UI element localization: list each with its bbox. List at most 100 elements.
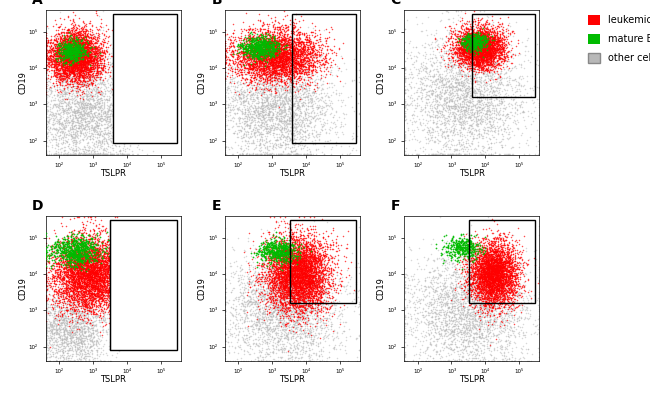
Point xyxy=(316,96,326,103)
Point xyxy=(289,100,300,107)
Point xyxy=(322,50,333,56)
Point xyxy=(299,94,309,100)
Point xyxy=(508,280,518,286)
Point xyxy=(317,316,328,323)
Point xyxy=(493,24,504,31)
Point xyxy=(274,280,284,286)
Point xyxy=(41,54,51,61)
Point xyxy=(85,92,96,98)
Point xyxy=(474,43,484,50)
Point xyxy=(77,240,87,247)
Point xyxy=(70,31,81,37)
Point xyxy=(491,261,502,268)
Point xyxy=(488,36,499,42)
Point xyxy=(278,71,288,78)
Point xyxy=(263,283,273,289)
Point xyxy=(97,245,107,252)
Point xyxy=(472,266,482,272)
Point xyxy=(446,94,456,100)
Point xyxy=(255,59,266,65)
Point xyxy=(58,292,68,298)
Point xyxy=(66,55,76,61)
Point xyxy=(68,47,79,53)
Point xyxy=(447,235,457,241)
Point xyxy=(58,245,69,251)
Point xyxy=(476,47,486,54)
Point xyxy=(315,59,325,65)
Point xyxy=(41,280,51,286)
Point xyxy=(272,43,282,50)
Point xyxy=(283,247,293,254)
Point xyxy=(484,51,495,58)
Point xyxy=(317,278,328,284)
Point xyxy=(485,339,495,345)
Point xyxy=(471,40,481,47)
Point xyxy=(58,244,69,250)
Point xyxy=(282,80,293,87)
Point xyxy=(450,79,461,85)
Point xyxy=(476,26,487,33)
Point xyxy=(289,274,300,281)
Point xyxy=(328,328,339,334)
Point xyxy=(338,233,348,239)
Point xyxy=(97,283,107,290)
Point xyxy=(84,287,94,293)
Point xyxy=(452,54,463,60)
Point xyxy=(315,278,325,284)
Point xyxy=(84,236,94,242)
Point xyxy=(53,116,64,123)
Point xyxy=(272,65,283,71)
Point xyxy=(246,289,256,295)
Point xyxy=(94,59,105,66)
Point xyxy=(80,256,90,262)
Point xyxy=(264,43,274,49)
Point xyxy=(493,287,503,293)
Point xyxy=(249,49,259,56)
Point xyxy=(474,40,485,46)
Point xyxy=(469,38,480,44)
Point xyxy=(87,236,98,243)
Point xyxy=(300,85,311,92)
Point xyxy=(274,82,285,88)
Point xyxy=(239,97,249,103)
Point xyxy=(95,56,105,62)
Point xyxy=(303,295,313,301)
Point xyxy=(73,35,84,41)
Point xyxy=(72,61,83,67)
Point xyxy=(339,60,349,67)
Point xyxy=(59,54,70,60)
Point xyxy=(285,17,296,23)
Point xyxy=(354,299,365,305)
Point xyxy=(235,151,246,158)
Point xyxy=(230,305,240,312)
Point xyxy=(274,315,285,322)
Point xyxy=(478,267,489,273)
Point xyxy=(311,312,322,319)
Point xyxy=(41,50,51,57)
Point xyxy=(263,63,274,69)
Point xyxy=(304,51,315,57)
Point xyxy=(483,45,493,51)
Point xyxy=(53,143,64,150)
Point xyxy=(103,241,114,247)
Point xyxy=(318,273,329,279)
Point xyxy=(60,55,70,62)
Point xyxy=(76,37,86,44)
Point xyxy=(295,70,306,77)
Point xyxy=(430,274,441,280)
Point xyxy=(107,235,117,241)
Point xyxy=(324,331,334,337)
Point xyxy=(285,287,296,293)
Point xyxy=(495,242,506,248)
Point xyxy=(84,356,94,362)
Point xyxy=(276,290,287,297)
Point xyxy=(92,47,103,53)
Point xyxy=(457,43,467,49)
Point xyxy=(88,66,98,73)
Point xyxy=(485,61,495,67)
Point xyxy=(278,114,288,120)
Point xyxy=(269,46,280,53)
Point xyxy=(447,103,457,109)
Point xyxy=(482,262,493,268)
Point xyxy=(506,100,516,107)
